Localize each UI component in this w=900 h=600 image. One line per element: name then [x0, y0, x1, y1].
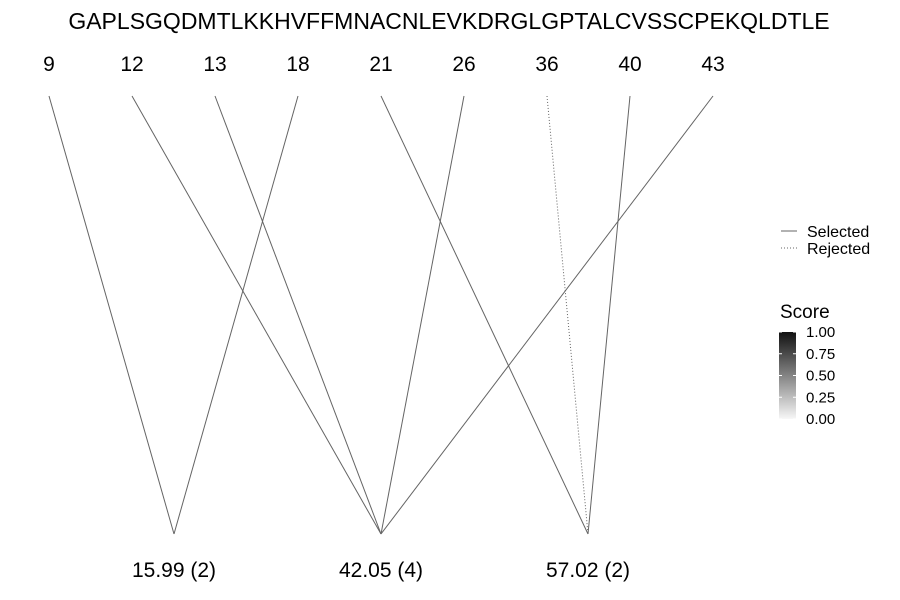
score-tick-label: 0.25: [806, 389, 835, 406]
selected-link-line: [173, 95, 299, 535]
score-tick-label: 0.75: [806, 346, 835, 363]
rejected-link-line: [546, 95, 589, 535]
link-lines: [48, 95, 714, 535]
position-labels: 9 12 13 18 21 26 36 40 43: [43, 53, 725, 76]
score-colorbar: [779, 332, 796, 419]
position-label: 40: [618, 53, 641, 76]
selected-link-line: [587, 95, 631, 535]
linetype-legend: Selected Rejected: [781, 224, 870, 258]
score-tick-label: 0.00: [806, 411, 835, 428]
modification-label: 57.02 (2): [546, 559, 630, 582]
score-legend: Score 1.00 0.75 0.50 0.25 0.00: [779, 302, 835, 428]
selected-link-line: [48, 95, 175, 535]
position-label: 12: [120, 53, 143, 76]
selected-link-line: [131, 95, 382, 535]
modification-label: 42.05 (4): [339, 559, 423, 582]
modification-labels: 15.99 (2) 42.05 (4) 57.02 (2): [132, 559, 630, 582]
selected-link-line: [380, 95, 714, 535]
peptide-sequence: GAPLSGQDMTLKKHVFFMNACNLEVKDRGLGPTALCVSSC…: [68, 8, 829, 34]
position-label: 9: [43, 53, 55, 76]
selected-link-line: [380, 95, 465, 535]
position-label: 21: [369, 53, 392, 76]
selected-link-line: [214, 95, 382, 535]
position-label: 26: [452, 53, 475, 76]
position-label: 18: [286, 53, 309, 76]
selected-link-line: [380, 95, 589, 535]
modification-label: 15.99 (2): [132, 559, 216, 582]
position-label: 13: [203, 53, 226, 76]
rejected-legend-label: Rejected: [807, 241, 870, 258]
score-tick-label: 0.50: [806, 368, 835, 385]
selected-legend-label: Selected: [807, 224, 869, 241]
score-legend-title: Score: [780, 302, 830, 323]
score-tick-label: 1.00: [806, 324, 835, 341]
position-label: 36: [535, 53, 558, 76]
position-label: 43: [701, 53, 724, 76]
